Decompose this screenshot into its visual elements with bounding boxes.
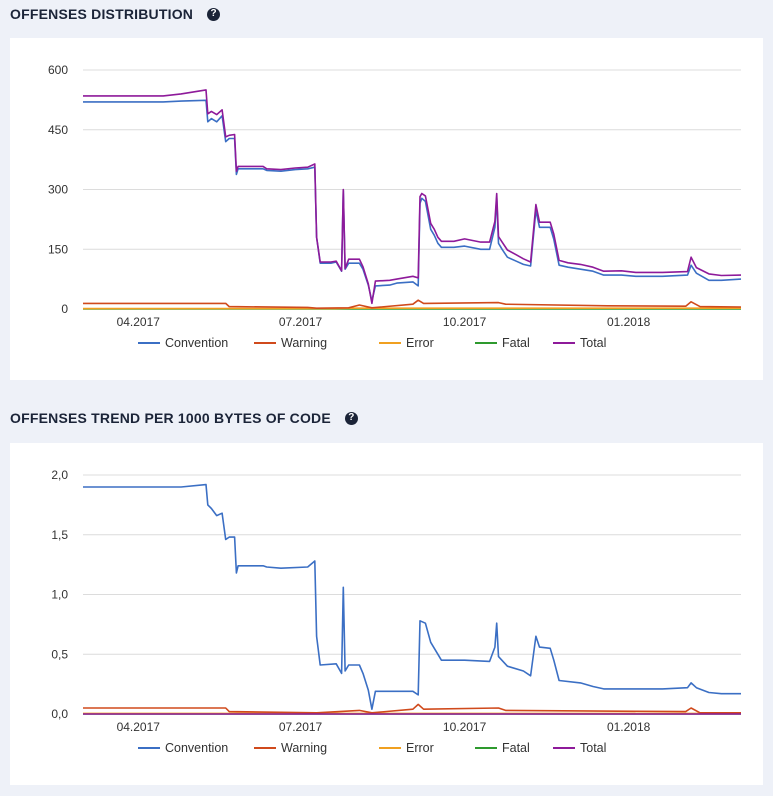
y-tick-label: 150 <box>48 242 68 256</box>
legend-item-warning[interactable]: Warning <box>254 741 327 755</box>
offenses-distribution-chart: 0 150 300 450 600 04.2017 07.2017 10.2017 01.201… <box>48 63 742 350</box>
y-tick-label: 0,0 <box>51 707 68 721</box>
legend-item-fatal[interactable]: Fatal <box>475 336 530 350</box>
x-tick-label: 10.2017 <box>443 315 487 329</box>
legend-item-error[interactable]: Error <box>379 336 434 350</box>
y-tick-label: 0 <box>61 302 68 316</box>
legend-label: Warning <box>281 741 327 755</box>
legend-item-warning[interactable]: Warning <box>254 336 327 350</box>
series-line-convention <box>83 483 741 711</box>
y-tick-label: 1,5 <box>51 528 68 542</box>
chart-card-trend: 0,0 0,5 1,0 1,5 2,0 04.2017 07.2017 10.2017 01.2… <box>10 443 763 785</box>
y-tick-label: 2,0 <box>51 468 68 482</box>
x-tick-label: 07.2017 <box>279 720 323 734</box>
legend-label: Fatal <box>502 741 530 755</box>
legend-label: Convention <box>165 336 228 350</box>
x-tick-label: 01.2018 <box>607 720 651 734</box>
y-tick-label: 300 <box>48 183 68 197</box>
legend-item-convention[interactable]: Convention <box>138 741 228 755</box>
y-tick-label: 0,5 <box>51 647 68 661</box>
legend-label: Error <box>406 741 434 755</box>
chart-card-distribution: 0 150 300 450 600 04.2017 07.2017 10.2017 01.201… <box>10 38 763 380</box>
x-tick-label: 10.2017 <box>443 720 487 734</box>
legend-item-fatal[interactable]: Fatal <box>475 741 530 755</box>
series-line-convention <box>83 99 742 302</box>
section-title-distribution: OFFENSES DISTRIBUTION ? <box>10 6 221 22</box>
help-icon[interactable]: ? <box>344 411 358 425</box>
y-tick-label: 1,0 <box>51 588 68 602</box>
legend-item-error[interactable]: Error <box>379 741 434 755</box>
legend-item-total[interactable]: Total <box>553 336 606 350</box>
section-title-text: OFFENSES TREND PER 1000 BYTES OF CODE <box>10 410 331 426</box>
x-tick-label: 04.2017 <box>117 315 161 329</box>
legend-item-total[interactable]: Total <box>553 741 606 755</box>
y-tick-label: 450 <box>48 123 68 137</box>
legend-label: Error <box>406 336 434 350</box>
series-line-warning <box>83 703 741 714</box>
help-icon[interactable]: ? <box>207 7 221 21</box>
legend-item-convention[interactable]: Convention <box>138 336 228 350</box>
legend-label: Fatal <box>502 336 530 350</box>
legend-label: Total <box>580 741 606 755</box>
offenses-trend-chart: 0,0 0,5 1,0 1,5 2,0 04.2017 07.2017 10.2017 01.2… <box>51 468 741 755</box>
x-tick-label: 04.2017 <box>117 720 161 734</box>
series-line-total <box>83 89 742 305</box>
legend-label: Convention <box>165 741 228 755</box>
series-line-warning <box>83 299 742 310</box>
y-tick-label: 600 <box>48 63 68 77</box>
section-title-trend: OFFENSES TREND PER 1000 BYTES OF CODE ? <box>10 410 358 426</box>
legend-label: Total <box>580 336 606 350</box>
section-title-text: OFFENSES DISTRIBUTION <box>10 6 194 22</box>
x-tick-label: 01.2018 <box>607 315 651 329</box>
legend-label: Warning <box>281 336 327 350</box>
x-tick-label: 07.2017 <box>279 315 323 329</box>
